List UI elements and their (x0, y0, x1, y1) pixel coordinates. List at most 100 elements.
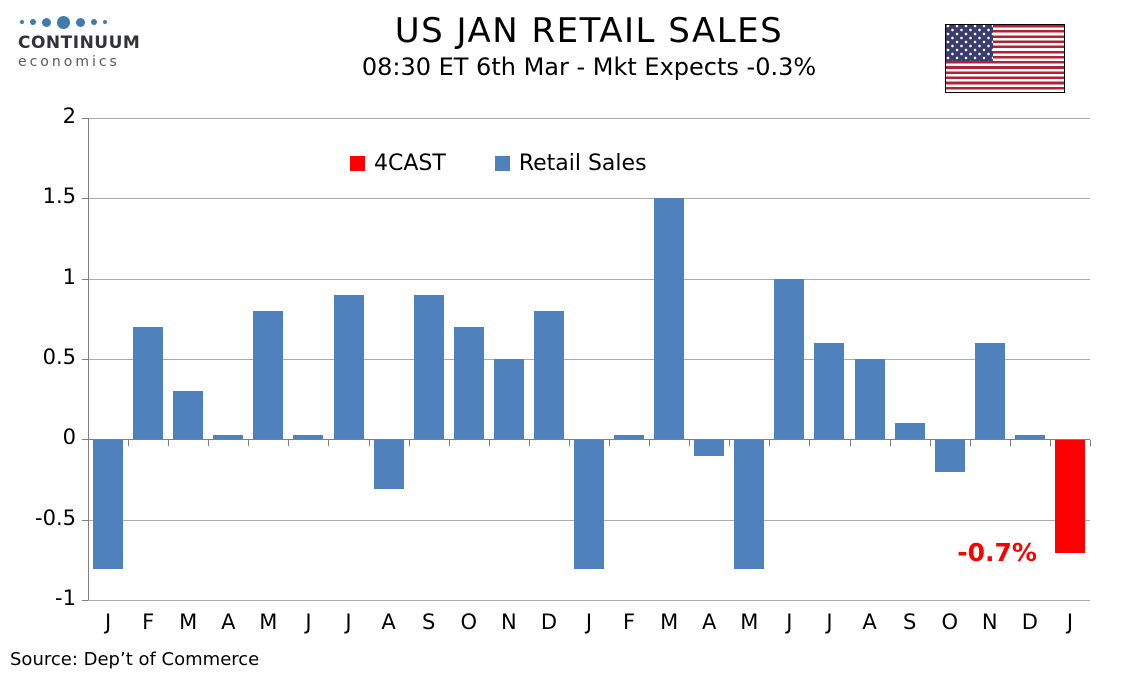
x-axis-tick (568, 440, 570, 447)
chart-title: US JAN RETAIL SALES (394, 11, 784, 51)
x-axis-label: J (585, 610, 593, 634)
retail-sales-bar (934, 440, 965, 473)
x-axis-label: F (142, 610, 155, 634)
gridline (88, 118, 1090, 119)
legend-item: Retail Sales (494, 151, 647, 176)
brand-subtitle: economics (18, 54, 120, 70)
logo-dot (30, 19, 36, 25)
y-axis-label: 1.5 (42, 184, 76, 209)
retail-sales-bar (814, 342, 845, 440)
retail-sales-bar (493, 359, 524, 440)
x-axis-tick (408, 440, 410, 447)
retail-sales-bar (93, 440, 124, 569)
x-axis-label: A (702, 610, 717, 634)
x-axis-label: M (740, 610, 759, 634)
x-axis-label: S (902, 610, 917, 634)
retail-sales-bar (774, 278, 805, 440)
x-axis-label: A (862, 610, 877, 634)
retail-sales-bar (253, 310, 284, 440)
x-axis-line (88, 439, 1090, 441)
x-axis-label: O (941, 610, 958, 634)
x-axis-tick (288, 440, 290, 447)
x-axis-tick (729, 440, 731, 447)
retail-sales-bar (654, 198, 685, 440)
x-axis-tick (88, 440, 89, 447)
retail-sales-bar (133, 326, 164, 440)
chart-subtitle: 08:30 ET 6th Mar - Mkt Expects -0.3% (361, 53, 817, 82)
source-note: Source: Dep’t of Commerce (10, 649, 260, 670)
x-axis-label: J (345, 610, 352, 634)
retail-sales-bar (694, 440, 725, 457)
retail-sales-bar (453, 326, 484, 440)
retail-sales-bar (1014, 434, 1045, 440)
legend: 4CAST Retail Sales (350, 151, 647, 176)
y-axis-label: -1 (55, 586, 76, 610)
header: US JAN RETAIL SALES 08:30 ET 6th Mar - M… (89, 11, 1089, 82)
x-axis-tick (809, 440, 811, 447)
x-axis-tick (128, 440, 130, 447)
x-axis-label: M (259, 610, 278, 634)
y-axis-label: 0 (62, 425, 76, 450)
legend-label: Retail Sales (518, 151, 647, 176)
y-axis-tick (82, 600, 88, 601)
logo-dot (76, 17, 85, 27)
y-axis-line (88, 118, 89, 600)
y-axis-tick (82, 198, 88, 200)
brand-name: CONTINUUM (18, 33, 141, 53)
flag-canton (946, 25, 993, 61)
x-axis-label: D (540, 610, 557, 634)
x-axis-label: M (179, 610, 198, 634)
logo-dots-icon (20, 14, 148, 30)
gridline (88, 600, 1090, 601)
x-axis-tick (368, 440, 370, 447)
retail-sales-bar (213, 434, 244, 440)
retail-sales-bar (373, 440, 404, 489)
x-axis-label: O (460, 610, 478, 634)
x-axis-tick (1090, 440, 1091, 447)
retail-sales-bar (614, 434, 645, 440)
x-axis-label: N (500, 610, 517, 634)
y-axis-label: 1 (62, 264, 76, 289)
x-axis-label: J (305, 610, 312, 634)
gridline (88, 198, 1090, 200)
x-axis-tick (528, 440, 530, 447)
y-axis-label: 2 (62, 104, 76, 128)
gridline (88, 278, 1090, 280)
x-axis-tick (168, 440, 170, 447)
y-axis-tick (82, 118, 88, 119)
logo-dot (91, 19, 97, 25)
x-axis-label: J (786, 610, 793, 634)
x-axis-label: M (660, 610, 679, 634)
retail-sales-bar (533, 310, 564, 440)
x-axis-label: J (826, 610, 833, 634)
x-axis-tick (969, 440, 971, 447)
x-axis-label: F (623, 610, 636, 634)
x-axis-tick (1009, 440, 1011, 447)
x-axis-label: S (421, 610, 436, 634)
x-axis-label: N (981, 610, 998, 634)
logo-dot (103, 20, 107, 24)
x-axis-tick (929, 440, 931, 447)
retail-sales-bar (894, 423, 925, 440)
legend-swatch (494, 156, 510, 171)
retail-sales-bar (173, 391, 204, 440)
logo-dot (42, 17, 51, 27)
logo-dot (20, 20, 24, 24)
retail-sales-bar (574, 440, 604, 569)
legend-item: 4CAST (350, 151, 446, 176)
x-axis-label: D (1021, 610, 1038, 634)
x-axis-tick (208, 440, 210, 447)
y-axis-tick (82, 519, 88, 521)
x-axis-tick (649, 440, 651, 447)
legend-label: 4CAST (374, 151, 446, 176)
us-flag-icon (945, 24, 1065, 93)
legend-swatch (350, 156, 365, 171)
x-axis-tick (689, 440, 691, 447)
retail-sales-bar (333, 294, 364, 440)
x-axis-tick (1049, 440, 1051, 447)
x-axis-tick (609, 440, 611, 447)
x-axis-tick (769, 440, 771, 447)
x-axis-tick (889, 440, 891, 447)
retail-sales-bar (974, 342, 1005, 440)
